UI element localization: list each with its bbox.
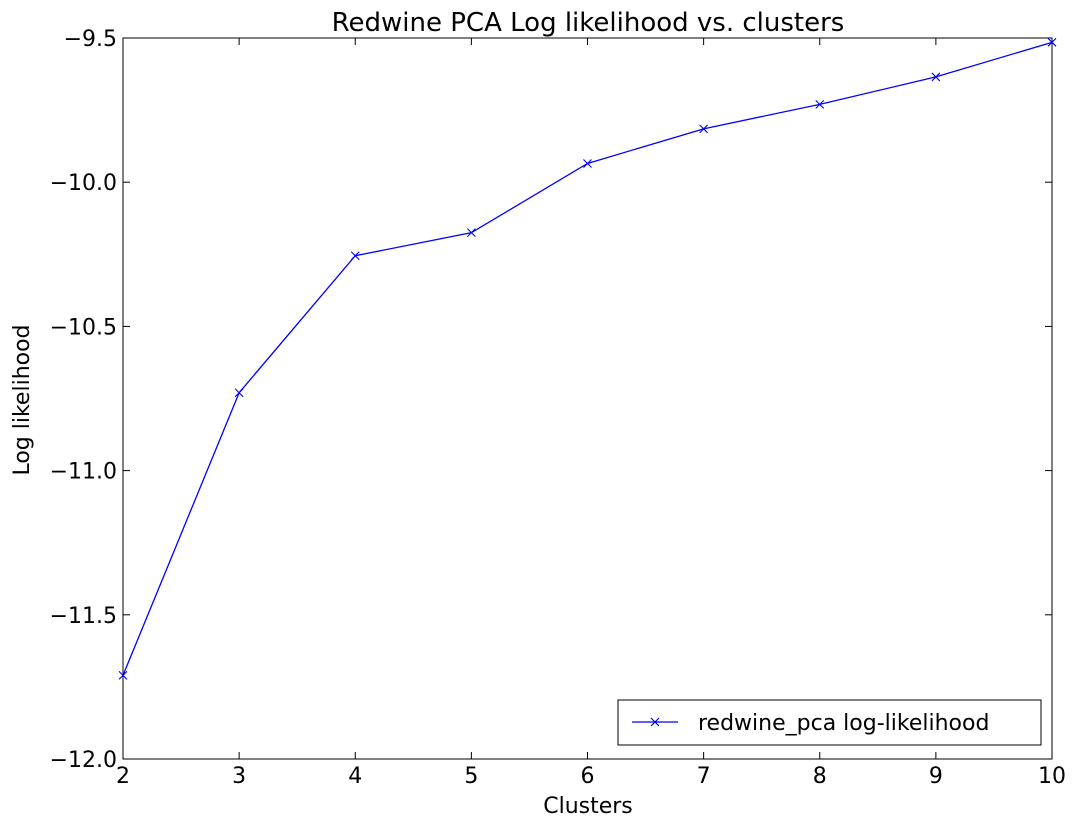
legend: redwine_pca log-likelihood	[617, 699, 1042, 746]
x-tick-label: 5	[464, 764, 478, 789]
x-axis-label: Clusters	[543, 794, 633, 819]
y-tick-label: −9.5	[64, 27, 117, 52]
data-point	[118, 670, 128, 680]
y-axis-label: Log likelihood	[10, 324, 35, 475]
x-tick-label: 8	[813, 764, 827, 789]
data-point	[1047, 37, 1057, 47]
data-point	[931, 72, 941, 82]
data-point	[815, 99, 825, 109]
data-point	[234, 388, 244, 398]
y-tick-label: −10.0	[50, 171, 117, 196]
x-tick-label: 6	[581, 764, 595, 789]
x-axis: 2 3 4 5 6 7 8 9 10	[116, 38, 1066, 789]
plot-frame	[122, 37, 1053, 760]
series-layer	[118, 37, 1057, 680]
x-tick-label: 3	[232, 764, 246, 789]
y-tick-label: −11.5	[50, 604, 117, 629]
x-tick-label: 4	[348, 764, 362, 789]
y-tick-label: −10.5	[50, 315, 117, 340]
data-point	[466, 228, 476, 238]
x-tick-label: 10	[1038, 764, 1066, 789]
data-point	[583, 159, 592, 168]
y-axis: −12.0 −11.5 −11.0 −10.5 −10.0 −9.5	[50, 27, 1052, 773]
x-tick-label: 9	[929, 764, 943, 789]
legend-marker-icon	[650, 717, 660, 727]
data-point	[350, 251, 360, 261]
x-tick-label: 7	[697, 764, 711, 789]
x-tick-label: 2	[116, 764, 130, 789]
legend-label: redwine_pca log-likelihood	[698, 711, 989, 736]
y-tick-label: −12.0	[50, 748, 117, 773]
y-tick-label: −11.0	[50, 460, 117, 485]
data-point	[699, 124, 709, 134]
chart-title: Redwine PCA Log likelihood vs. clusters	[332, 8, 845, 38]
legend-box	[617, 699, 1042, 746]
plot-area	[122, 37, 1053, 760]
